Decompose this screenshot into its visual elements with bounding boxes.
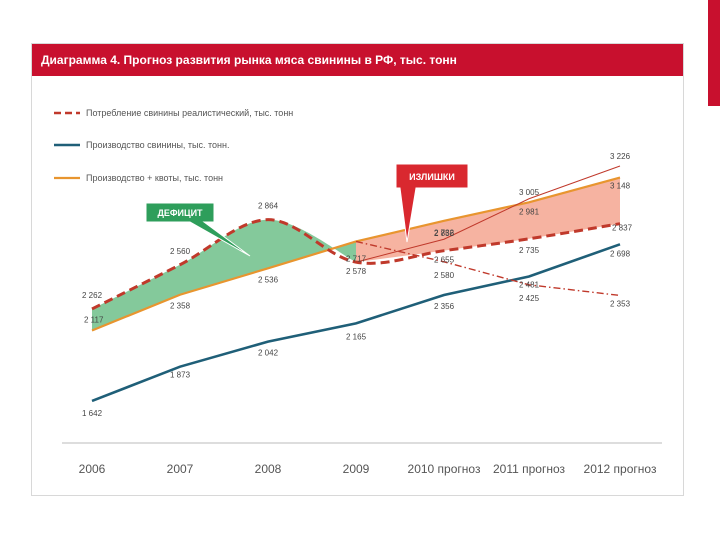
line-production [91, 243, 621, 403]
line-consumption-optimistic [355, 165, 621, 263]
label-pessimistic-2011 прогноз: 2 425 [519, 294, 540, 303]
x-tick-2: 2007 [167, 462, 194, 476]
label-production-2010 прогноз: 2 356 [434, 302, 455, 311]
label-production-quota-2008: 2 536 [258, 275, 279, 284]
label-pessimistic-2010 прогноз: 2 580 [434, 271, 455, 280]
callout-surplus: ИЗЛИШКИ [395, 163, 469, 243]
legend-label-3: Производство + квоты, тыс. тонн [86, 173, 223, 183]
callout-deficit: ДЕФИЦИТ [145, 202, 251, 257]
label-production-2012 прогноз: 2 698 [610, 249, 631, 258]
callout-surplus-text: ИЗЛИШКИ [409, 172, 455, 182]
label-production-quota-2007: 2 358 [170, 302, 191, 311]
label-production-2008: 2 042 [258, 349, 279, 358]
line-consumption-pessimistic [355, 240, 621, 297]
label-production-2009: 2 165 [346, 332, 367, 341]
label-consumption-2011 прогноз: 2 735 [519, 246, 540, 255]
label-optimistic-2011 прогноз: 3 005 [519, 188, 540, 197]
series-lines [91, 165, 621, 403]
slide-accent-bar [708, 0, 720, 106]
label-production-quota-2012 прогноз: 3 148 [610, 182, 631, 191]
chart-title: Диаграмма 4. Прогноз развития рынка мяса… [41, 53, 457, 67]
label-consumption-2007: 2 560 [170, 247, 191, 256]
x-tick-1: 2006 [79, 462, 106, 476]
data-labels: 2 262 2 560 2 864 2 578 2 655 2 735 2 837 1 642… [82, 152, 633, 418]
label-production-2011 прогноз: 2 481 [519, 280, 540, 289]
label-consumption-2009: 2 578 [346, 267, 367, 276]
legend: Потребление свинины реалистический, тыс.… [54, 108, 293, 183]
x-tick-7: 2012 прогноз [584, 462, 657, 476]
label-optimistic-2010 прогноз: 2 732 [434, 228, 455, 237]
callout-surplus-shape [395, 163, 469, 243]
callout-deficit-shape [145, 202, 251, 257]
chart-title-bar: Диаграмма 4. Прогноз развития рынка мяса… [32, 44, 683, 76]
label-optimistic-2012 прогноз: 3 226 [610, 152, 631, 161]
label-pessimistic-2012 прогноз: 2 353 [610, 299, 631, 308]
label-production-2007: 1 873 [170, 371, 191, 380]
label-consumption-2010 прогноз: 2 655 [434, 256, 455, 265]
x-tick-6: 2011 прогноз [493, 462, 566, 476]
callouts: ДЕФИЦИТ ИЗЛИШКИ [145, 163, 469, 257]
chart-frame: Диаграмма 4. Прогноз развития рынка мяса… [31, 43, 684, 496]
label-production-quota-2011 прогноз: 2 981 [519, 207, 540, 216]
label-production-quota-2006: 2 117 [84, 315, 104, 324]
label-consumption-2012 прогноз: 2 837 [612, 224, 633, 233]
x-tick-3: 2008 [255, 462, 282, 476]
x-axis: 2006 2007 2008 2009 2010 прогноз 2011 прогноз… [62, 442, 662, 476]
line-production-quota [91, 176, 621, 332]
legend-label-2: Производство свинины, тыс. тонн. [86, 140, 230, 150]
label-production-quota-2010 прогноз: 2 856 [434, 229, 455, 238]
label-consumption-2006: 2 262 [82, 291, 103, 300]
label-production-quota-2009: 2 717 [346, 254, 367, 263]
callout-deficit-text: ДЕФИЦИТ [157, 208, 203, 218]
legend-label-1: Потребление свинины реалистический, тыс.… [86, 108, 293, 118]
label-production-2006: 1 642 [82, 409, 103, 418]
x-tick-4: 2009 [343, 462, 370, 476]
surplus-area [356, 177, 620, 263]
x-tick-5: 2010 прогноз [408, 462, 481, 476]
label-consumption-2008: 2 864 [258, 202, 279, 211]
line-consumption [91, 218, 621, 311]
